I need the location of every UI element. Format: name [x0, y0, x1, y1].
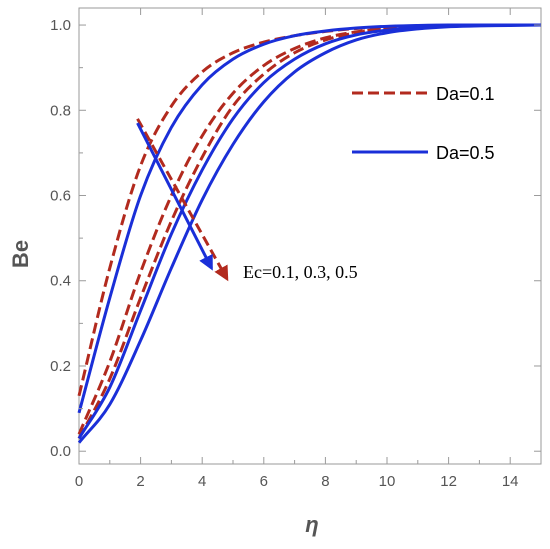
y-tick-label: 0.2 [50, 358, 71, 375]
x-tick-label: 2 [136, 473, 144, 490]
y-tick-label: 0.0 [50, 443, 71, 460]
da01-curve-2 [77, 23, 541, 435]
ec-annotation: Ec=0.1, 0.3, 0.5 [243, 262, 358, 282]
da05-direction-arrow [136, 122, 213, 271]
x-tick-label: 14 [502, 473, 519, 490]
x-tick-label: 4 [198, 473, 206, 490]
legend-label-da05: Da=0.5 [436, 143, 495, 163]
legend: Da=0.1 Da=0.5 [352, 84, 495, 163]
series-layer [77, 23, 542, 444]
y-tick-label: 1.0 [50, 17, 71, 34]
da05-curve-6 [77, 23, 542, 444]
x-tick-label: 6 [260, 473, 268, 490]
legend-label-da01: Da=0.1 [436, 84, 495, 104]
tick-layer: 0 2 4 6 8 10 12 14 0.0 0.2 0.4 0.6 0.8 1.0 [50, 8, 542, 490]
x-axis-label: η [305, 512, 318, 537]
y-tick-label: 0.4 [50, 273, 71, 290]
plot-frame [78, 7, 542, 465]
x-tick-label: 12 [440, 473, 457, 490]
y-tick-label: 0.6 [50, 188, 71, 205]
y-tick-label: 0.8 [50, 102, 71, 119]
x-tick-label: 8 [321, 473, 329, 490]
x-tick-label: 10 [379, 473, 396, 490]
da01-direction-arrow [136, 118, 229, 282]
x-tick-label: 0 [75, 473, 83, 490]
y-axis-label: Be [8, 240, 33, 268]
arrow-layer [136, 118, 229, 282]
